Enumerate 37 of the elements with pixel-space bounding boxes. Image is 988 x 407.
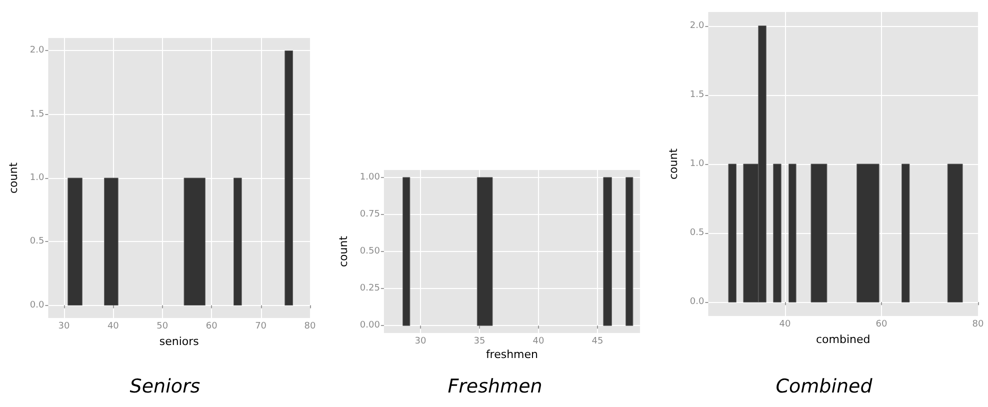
y-axis-title: count [7, 162, 20, 194]
x-tick-label: 40 [779, 320, 791, 330]
x-axis-title: freshmen [486, 348, 538, 361]
y-tick-label: 1.0 [30, 173, 44, 183]
y-tick-label: 0.0 [30, 300, 44, 310]
y-tick-label: 0.00 [360, 320, 380, 331]
x-tick-label: 35 [474, 336, 486, 346]
x-tick-label: 60 [876, 320, 888, 330]
y-tick-label: 0.5 [30, 236, 44, 247]
x-axis-title: combined [816, 332, 870, 346]
y-tick-label: 1.0 [690, 159, 704, 169]
y-axis-title: count [667, 148, 680, 180]
x-axis-title: seniors [159, 334, 200, 348]
text: Combined [776, 376, 874, 398]
y-tick-label: 1.5 [30, 109, 44, 120]
y-tick-label: 1.00 [360, 172, 380, 182]
y-tick-label: 0.50 [360, 246, 380, 256]
y-axis-title: count [337, 235, 350, 268]
x-tick-label: 80 [972, 320, 984, 330]
y-tick-label: 0.5 [690, 228, 704, 238]
x-tick-label: 70 [255, 322, 267, 332]
x-tick-label: 50 [156, 322, 168, 332]
y-tick-label: 0.0 [690, 297, 704, 308]
x-tick-label: 40 [532, 336, 545, 346]
x-tick-label: 30 [414, 336, 427, 346]
x-tick-label: 45 [592, 336, 604, 346]
x-tick-label: 40 [107, 322, 120, 332]
x-tick-label: 30 [58, 322, 70, 332]
y-tick-label: 0.75 [360, 209, 380, 220]
y-tick-label: 0.25 [360, 284, 380, 294]
text: Seniors [130, 376, 200, 398]
text: Freshmen [448, 376, 542, 398]
y-tick-label: 1.5 [690, 90, 704, 100]
x-tick-label: 60 [206, 322, 218, 332]
y-tick-label: 2.0 [690, 20, 704, 31]
x-tick-label: 80 [304, 322, 316, 332]
y-tick-label: 2.0 [30, 46, 44, 56]
